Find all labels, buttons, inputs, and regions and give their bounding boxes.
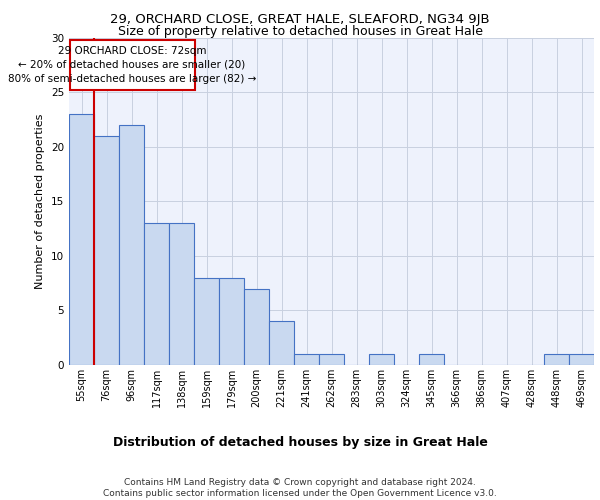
Text: Contains HM Land Registry data © Crown copyright and database right 2024.
Contai: Contains HM Land Registry data © Crown c… [103, 478, 497, 498]
Bar [294, 354, 319, 365]
Bar [144, 223, 169, 365]
Bar [119, 125, 144, 365]
FancyBboxPatch shape [70, 40, 194, 90]
Bar [244, 288, 269, 365]
Bar [269, 322, 294, 365]
Bar [319, 354, 344, 365]
Bar [369, 354, 394, 365]
Bar [94, 136, 119, 365]
Y-axis label: Number of detached properties: Number of detached properties [35, 114, 46, 289]
Bar [194, 278, 219, 365]
Bar [419, 354, 444, 365]
Bar [569, 354, 594, 365]
Text: 29 ORCHARD CLOSE: 72sqm
← 20% of detached houses are smaller (20)
80% of semi-de: 29 ORCHARD CLOSE: 72sqm ← 20% of detache… [8, 46, 256, 84]
Bar [219, 278, 244, 365]
Bar [544, 354, 569, 365]
Bar [169, 223, 194, 365]
Text: 29, ORCHARD CLOSE, GREAT HALE, SLEAFORD, NG34 9JB: 29, ORCHARD CLOSE, GREAT HALE, SLEAFORD,… [110, 12, 490, 26]
Text: Distribution of detached houses by size in Great Hale: Distribution of detached houses by size … [113, 436, 487, 449]
Bar [69, 114, 94, 365]
Text: Size of property relative to detached houses in Great Hale: Size of property relative to detached ho… [118, 25, 482, 38]
